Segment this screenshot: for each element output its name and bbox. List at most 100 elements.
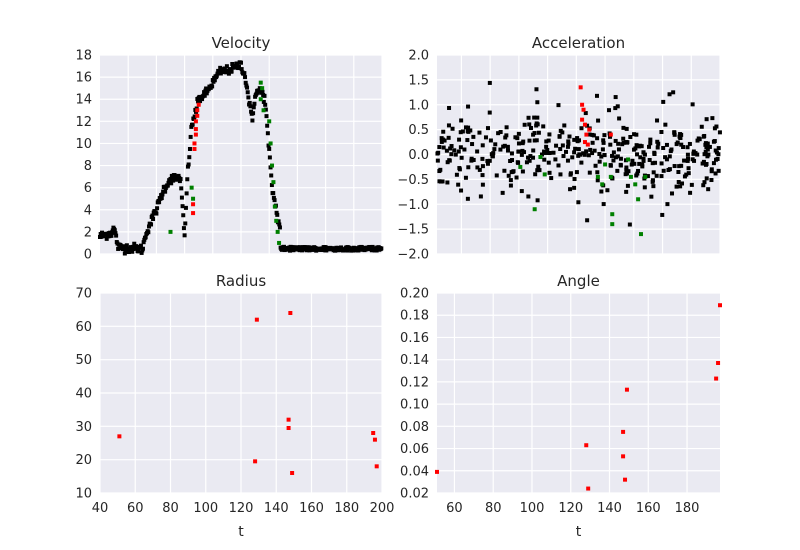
data-point	[650, 161, 655, 166]
data-point	[632, 132, 637, 137]
data-point	[519, 189, 524, 194]
data-point	[576, 147, 581, 152]
x-tick-label: 180	[675, 501, 700, 516]
data-point	[277, 222, 282, 227]
data-point	[701, 183, 706, 188]
data-point	[648, 141, 653, 146]
data-point	[630, 158, 635, 163]
y-tick-label: 14	[75, 93, 92, 108]
data-point	[224, 64, 229, 69]
data-point	[487, 110, 492, 115]
data-point	[704, 117, 709, 122]
data-point	[229, 69, 234, 74]
data-point	[588, 147, 593, 152]
data-point	[627, 222, 632, 227]
data-point	[491, 151, 496, 156]
data-point	[641, 156, 646, 161]
data-point	[663, 155, 668, 160]
data-point	[524, 160, 529, 165]
data-point	[124, 246, 129, 251]
data-point	[191, 211, 196, 216]
data-point	[150, 213, 155, 218]
data-point	[667, 154, 672, 159]
data-point	[626, 169, 631, 174]
data-point	[466, 104, 471, 109]
data-point	[113, 231, 118, 236]
x-tick-label: 40	[92, 501, 109, 516]
data-point	[544, 139, 549, 144]
data-point	[187, 155, 192, 160]
data-point	[274, 210, 279, 215]
data-point	[546, 138, 551, 143]
data-point	[178, 177, 183, 182]
x-tick-label: 160	[299, 501, 324, 516]
data-point	[676, 179, 681, 184]
subplot-acceleration: 2.0 1.5 1.0 0.5 0.0 −0.5 −1.0 −1.5 −2.0 Accelerat…	[397, 34, 722, 263]
data-point	[655, 145, 660, 150]
data-point	[333, 248, 338, 253]
data-point	[586, 153, 591, 158]
y-tick-label: 6	[84, 181, 92, 196]
data-point	[592, 148, 597, 153]
data-point	[277, 225, 282, 230]
data-point	[281, 244, 286, 249]
data-point	[501, 144, 506, 149]
data-point	[585, 142, 590, 147]
data-point	[516, 160, 521, 165]
data-point	[640, 164, 645, 169]
data-point	[634, 132, 639, 137]
data-point	[561, 154, 566, 159]
data-point	[271, 180, 276, 185]
data-point	[642, 152, 647, 157]
data-point	[572, 185, 577, 190]
data-point	[171, 178, 176, 183]
data-point	[442, 138, 447, 143]
data-point	[458, 145, 463, 150]
data-point	[454, 172, 459, 177]
data-point	[678, 132, 683, 137]
data-point	[526, 155, 531, 160]
data-point	[487, 158, 492, 163]
y-tick-label: 0.08	[400, 420, 429, 435]
data-point	[672, 164, 677, 169]
data-point	[243, 80, 248, 85]
data-point	[527, 158, 532, 163]
data-point	[463, 175, 468, 180]
x-tick-label: 120	[558, 501, 583, 516]
data-point	[230, 61, 235, 66]
data-point	[183, 221, 188, 226]
data-point	[712, 126, 717, 131]
data-point	[558, 147, 563, 152]
data-point	[680, 181, 685, 186]
data-point	[500, 190, 505, 195]
data-point	[121, 244, 126, 249]
data-point	[674, 142, 679, 147]
data-point	[498, 147, 503, 152]
data-point	[535, 198, 540, 203]
data-point	[187, 146, 192, 151]
data-point	[601, 202, 606, 207]
data-point	[239, 67, 244, 72]
data-point	[582, 152, 587, 157]
data-point	[556, 103, 561, 108]
data-point	[623, 477, 628, 482]
data-point	[610, 153, 615, 158]
data-point	[99, 234, 104, 239]
data-point	[263, 102, 268, 107]
data-point	[302, 245, 307, 250]
data-point	[191, 196, 196, 201]
data-point	[596, 118, 601, 123]
data-point	[163, 189, 168, 194]
data-point	[544, 144, 549, 149]
data-point	[621, 136, 626, 141]
data-point	[690, 102, 695, 107]
data-point	[244, 83, 249, 88]
data-point	[572, 137, 577, 142]
data-point	[439, 136, 444, 141]
data-point	[185, 164, 190, 169]
x-tick-label: 120	[229, 501, 254, 516]
data-point	[602, 153, 607, 158]
subplot-title: Acceleration	[532, 34, 625, 52]
data-point	[566, 141, 571, 146]
data-point	[351, 248, 356, 253]
